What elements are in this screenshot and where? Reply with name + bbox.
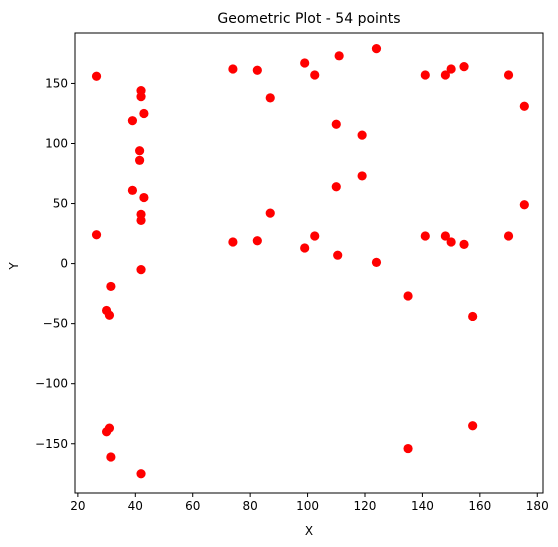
y-tick-label: 100 <box>45 136 68 150</box>
data-point <box>371 44 382 54</box>
data-point <box>446 237 456 247</box>
data-point <box>136 469 146 479</box>
data-point <box>403 443 413 454</box>
data-point <box>468 421 478 431</box>
data-point <box>519 200 529 210</box>
data-point <box>265 93 275 103</box>
y-tick-label: −50 <box>43 317 68 331</box>
y-axis: −150 −100 −50 0 50 100 150 <box>35 76 75 451</box>
data-point <box>91 71 102 81</box>
data-point <box>104 423 115 433</box>
data-point <box>139 192 149 203</box>
data-point <box>104 310 115 320</box>
data-point <box>440 70 450 80</box>
data-point <box>446 64 456 74</box>
x-tick-label: 160 <box>468 499 491 513</box>
data-point <box>459 239 469 249</box>
data-point <box>300 243 310 253</box>
y-tick-label: −100 <box>35 377 68 391</box>
y-tick-label: 150 <box>45 76 68 90</box>
y-tick-label: 50 <box>53 197 68 211</box>
data-point <box>310 70 320 80</box>
data-point <box>357 130 367 140</box>
data-point <box>331 182 341 192</box>
x-axis: 20 40 60 80 100 120 140 160 180 <box>70 493 549 513</box>
data-point <box>334 51 344 61</box>
data-point <box>468 311 478 322</box>
data-point <box>310 231 320 241</box>
data-point <box>503 231 514 241</box>
data-point <box>136 215 146 225</box>
data-point <box>519 101 529 111</box>
data-point <box>127 185 138 195</box>
x-tick-label: 80 <box>243 499 258 513</box>
data-point <box>503 70 514 80</box>
data-point <box>106 452 116 462</box>
x-tick-label: 180 <box>526 499 549 513</box>
data-point <box>106 281 116 292</box>
y-tick-label: 0 <box>60 257 68 271</box>
x-tick-label: 40 <box>128 499 143 513</box>
x-axis-label: X <box>305 524 313 538</box>
data-point <box>139 108 149 119</box>
data-point <box>252 65 262 75</box>
x-tick-label: 120 <box>354 499 377 513</box>
data-point <box>135 155 145 165</box>
data-point <box>420 70 430 80</box>
x-tick-label: 20 <box>70 499 85 513</box>
data-point <box>403 291 413 301</box>
data-point <box>331 119 341 129</box>
x-tick-label: 140 <box>411 499 434 513</box>
data-point <box>265 208 275 218</box>
chart-title: Geometric Plot - 54 points <box>217 11 400 27</box>
data-point <box>459 62 469 72</box>
data-point <box>91 230 102 240</box>
data-point <box>300 58 310 68</box>
data-point <box>357 171 367 181</box>
data-point <box>333 250 343 260</box>
data-point <box>136 265 146 275</box>
plot-frame <box>74 32 544 494</box>
y-axis-label: Y <box>7 262 21 271</box>
data-point <box>252 236 262 246</box>
data-point <box>420 231 430 241</box>
data-point <box>371 257 382 267</box>
x-tick-label: 100 <box>296 499 319 513</box>
plot-area <box>74 32 544 494</box>
data-point <box>136 92 146 102</box>
y-tick-label: −150 <box>35 437 68 451</box>
data-points <box>91 44 529 479</box>
x-tick-label: 60 <box>185 499 200 513</box>
data-point <box>135 146 145 156</box>
data-point <box>228 64 238 74</box>
data-point <box>440 231 450 241</box>
data-point <box>127 116 138 126</box>
data-point <box>228 237 238 247</box>
